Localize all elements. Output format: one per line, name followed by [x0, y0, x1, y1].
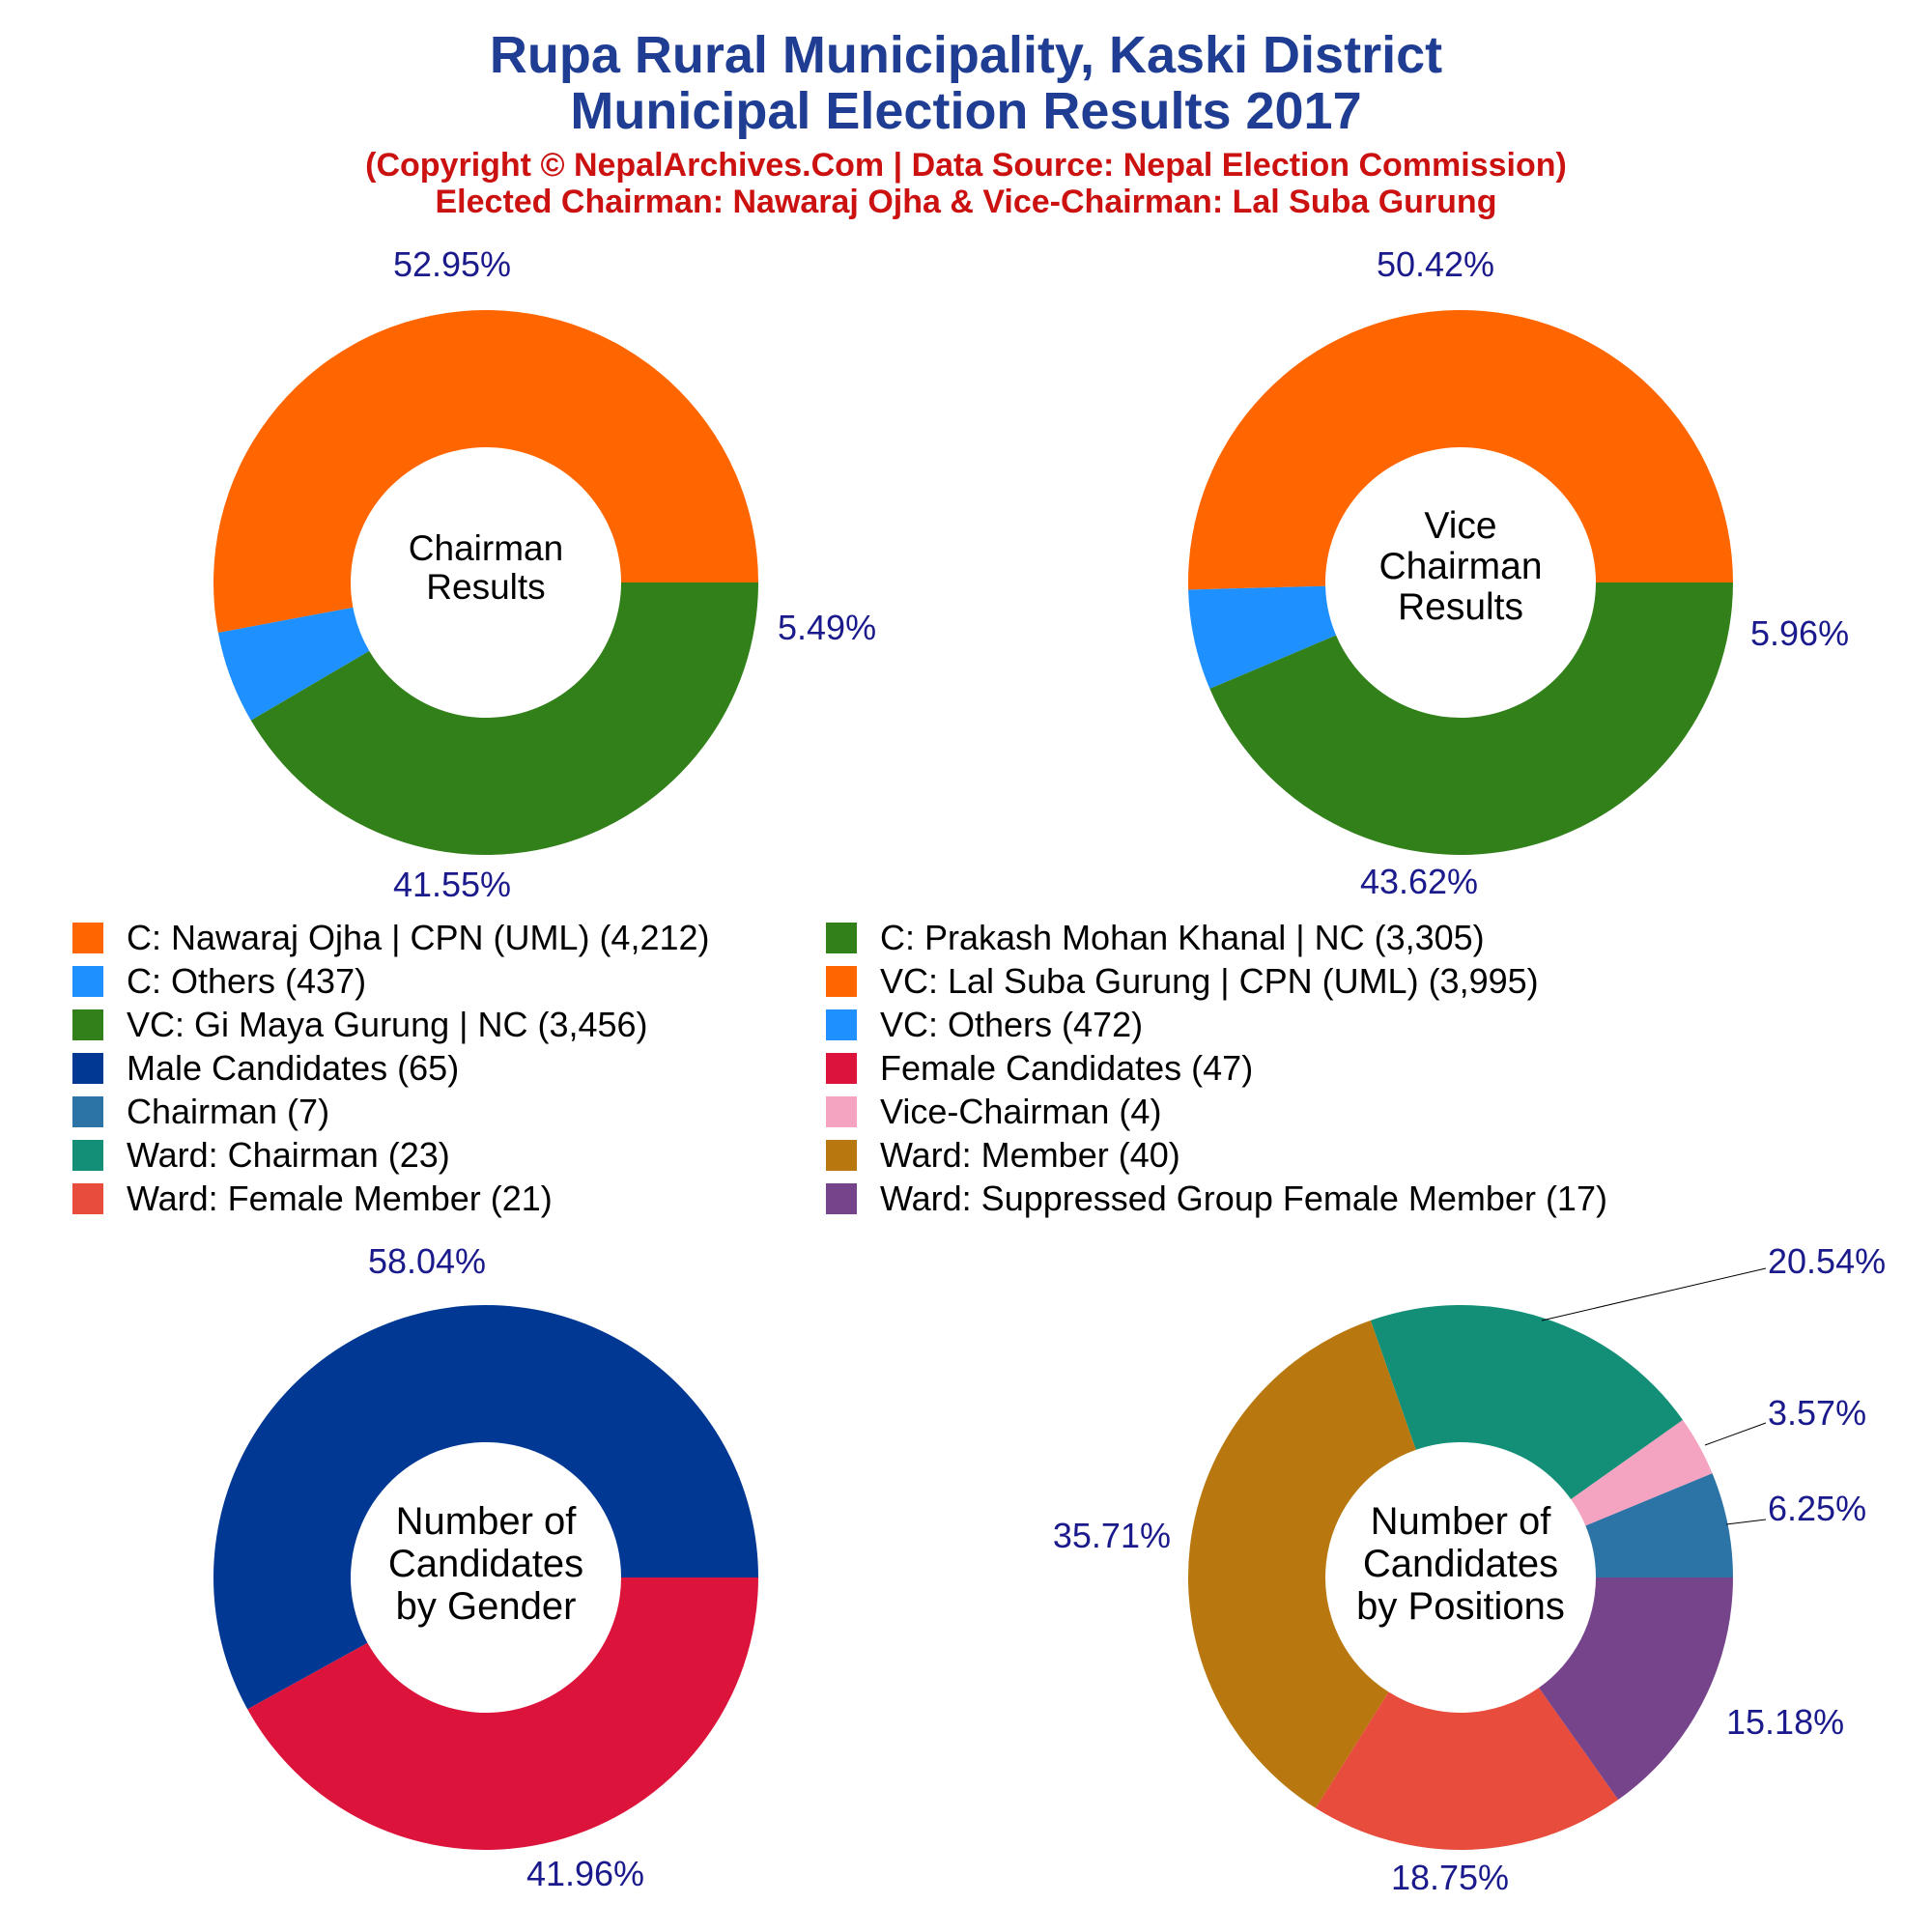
legend-label: Ward: Female Member (21)	[127, 1179, 553, 1218]
center-label: Number of	[1371, 1500, 1552, 1543]
center-label: Vice	[1424, 505, 1496, 547]
legend-swatch	[826, 1053, 857, 1084]
percentage-label: 58.04%	[368, 1241, 486, 1281]
slice-ward-member	[1188, 1320, 1416, 1808]
leader-line	[1704, 1422, 1767, 1446]
percentage-label: 15.18%	[1726, 1702, 1844, 1742]
leader-line	[1725, 1519, 1767, 1525]
slice-ward-suppressed-group-female-member	[1539, 1577, 1733, 1800]
copyright-line: (Copyright © NepalArchives.Com | Data So…	[365, 147, 1567, 184]
percentage-label: 35.71%	[1053, 1516, 1171, 1555]
legend-item: Chairman (7)	[72, 1092, 329, 1132]
leader-line	[1541, 1267, 1767, 1321]
legend-swatch	[72, 1009, 103, 1040]
slice-female-candidates	[247, 1577, 758, 1850]
slice-vc-lal-suba-gurung-cpn-uml	[1188, 310, 1733, 590]
slice-c-others	[217, 607, 370, 721]
legend-label: C: Others (437)	[127, 961, 367, 1001]
legend-label: Chairman (7)	[127, 1092, 330, 1131]
center-label: by Positions	[1356, 1585, 1565, 1628]
legend-swatch	[826, 966, 857, 997]
legend-swatch	[72, 1096, 103, 1127]
legend-swatch	[72, 923, 103, 953]
center-label: Number of	[396, 1500, 578, 1543]
percentage-label: 50.42%	[1377, 244, 1494, 284]
legend-item: VC: Others (472)	[826, 1005, 1143, 1045]
legend-label: Vice-Chairman (4)	[880, 1092, 1162, 1131]
legend-item: VC: Gi Maya Gurung | NC (3,456)	[72, 1005, 648, 1045]
slice-ward-chairman	[1370, 1305, 1683, 1499]
elected-officials-line: Elected Chairman: Nawaraj Ojha & Vice-Ch…	[435, 184, 1497, 220]
legend-item: C: Prakash Mohan Khanal | NC (3,305)	[826, 918, 1485, 958]
legend-label: Ward: Chairman (23)	[127, 1135, 450, 1175]
percentage-label: 5.96%	[1750, 613, 1849, 653]
legend-item: Male Candidates (65)	[72, 1048, 459, 1089]
slice-ward-female-member	[1315, 1688, 1619, 1850]
legend-swatch	[72, 1183, 103, 1214]
legend-item: VC: Lal Suba Gurung | CPN (UML) (3,995)	[826, 961, 1539, 1002]
legend-label: Male Candidates (65)	[127, 1048, 460, 1088]
percentage-label: 6.25%	[1768, 1489, 1866, 1528]
center-label: Chairman	[1378, 546, 1542, 587]
percentage-label: 18.75%	[1391, 1858, 1509, 1897]
legend-swatch	[826, 1183, 857, 1214]
center-label: Candidates	[1363, 1543, 1558, 1585]
legend-item: Vice-Chairman (4)	[826, 1092, 1161, 1132]
legend-label: VC: Gi Maya Gurung | NC (3,456)	[127, 1005, 648, 1044]
center-label: Results	[426, 567, 545, 607]
percentage-label: 43.62%	[1360, 862, 1478, 901]
legend-swatch	[826, 923, 857, 953]
slice-vice-chairman	[1571, 1419, 1713, 1526]
percentage-label: 41.96%	[526, 1854, 644, 1893]
slice-male-candidates	[213, 1305, 758, 1710]
percentage-label: 3.57%	[1768, 1393, 1866, 1433]
legend-label: Ward: Member (40)	[880, 1135, 1180, 1175]
legend-label: VC: Lal Suba Gurung | CPN (UML) (3,995)	[880, 961, 1539, 1001]
legend-swatch	[72, 1053, 103, 1084]
center-label: Chairman	[409, 528, 563, 568]
legend-item: Female Candidates (47)	[826, 1048, 1253, 1089]
legend-swatch	[826, 1096, 857, 1127]
legend-swatch	[826, 1009, 857, 1040]
slice-vc-gi-maya-gurung-nc	[1209, 582, 1733, 855]
center-label: by Gender	[396, 1585, 577, 1628]
legend-label: C: Prakash Mohan Khanal | NC (3,305)	[880, 918, 1485, 957]
percentage-label: 41.55%	[393, 865, 511, 904]
legend-label: C: Nawaraj Ojha | CPN (UML) (4,212)	[127, 918, 710, 957]
legend-label: VC: Others (472)	[880, 1005, 1144, 1044]
legend-item: C: Others (437)	[72, 961, 366, 1002]
percentage-label: 5.49%	[778, 608, 876, 647]
center-label: Candidates	[388, 1543, 583, 1585]
chart-header: Rupa Rural Municipality, Kaski District …	[0, 0, 1932, 220]
legend-item: Ward: Suppressed Group Female Member (17…	[826, 1179, 1607, 1219]
legend-swatch	[72, 1140, 103, 1171]
legend-label: Female Candidates (47)	[880, 1048, 1254, 1088]
slice-c-nawaraj-ojha-cpn-uml	[213, 310, 759, 634]
percentage-label: 20.54%	[1768, 1241, 1886, 1281]
legend-item: Ward: Chairman (23)	[72, 1135, 450, 1176]
legend-item: Ward: Member (40)	[826, 1135, 1180, 1176]
legend-label: Ward: Suppressed Group Female Member (17…	[880, 1179, 1607, 1218]
chart-title-line-1: Rupa Rural Municipality, Kaski District	[489, 26, 1443, 84]
legend-item: C: Nawaraj Ojha | CPN (UML) (4,212)	[72, 918, 710, 958]
chart-title-line-2: Municipal Election Results 2017	[570, 82, 1362, 140]
center-label: Results	[1398, 586, 1523, 628]
donut-chart-4: 6.25% 3.57% 20.54% 35.71% 18.75% 15.18% Number…	[1053, 1241, 1886, 1897]
slice-vc-others	[1188, 585, 1337, 690]
legend-item: Ward: Female Member (21)	[72, 1179, 553, 1219]
slice-chairman	[1585, 1473, 1733, 1577]
percentage-label: 52.95%	[393, 244, 511, 284]
slice-c-prakash-mohan-khanal-nc	[250, 582, 758, 855]
legend-swatch	[72, 966, 103, 997]
legend-swatch	[826, 1140, 857, 1171]
